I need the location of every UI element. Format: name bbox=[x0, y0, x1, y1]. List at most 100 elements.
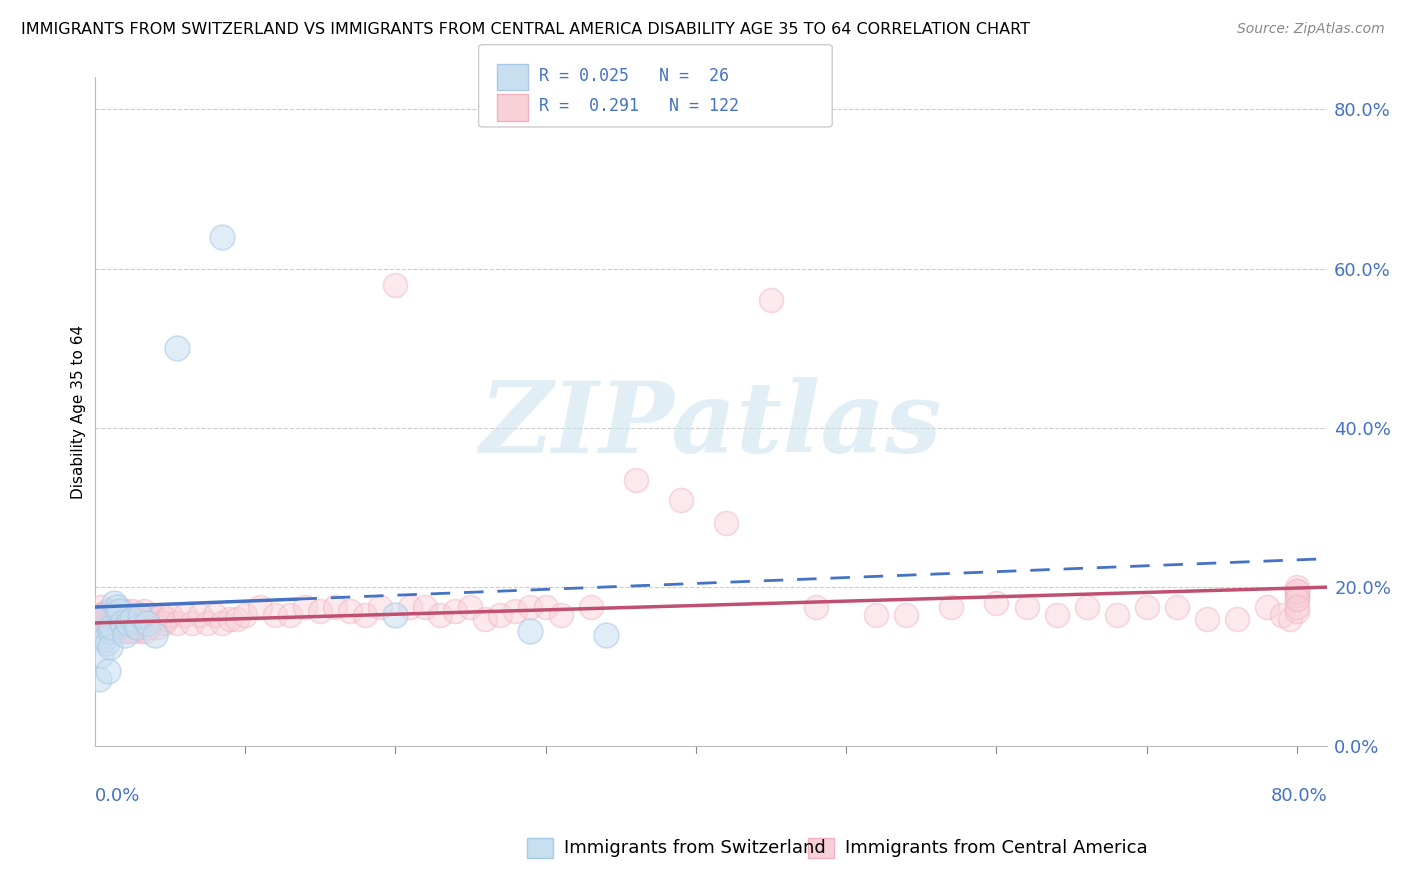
Point bbox=[91, 628, 114, 642]
Point bbox=[143, 612, 166, 626]
Point bbox=[128, 624, 150, 638]
Point bbox=[384, 607, 406, 622]
Point bbox=[188, 607, 211, 622]
Point bbox=[87, 615, 110, 630]
Point bbox=[339, 604, 361, 618]
Point bbox=[117, 615, 139, 630]
Point bbox=[226, 612, 249, 626]
Point bbox=[759, 293, 782, 308]
Point bbox=[156, 612, 179, 626]
Point bbox=[896, 607, 918, 622]
Point bbox=[233, 607, 256, 622]
Point bbox=[107, 604, 129, 618]
Text: R =  0.291   N = 122: R = 0.291 N = 122 bbox=[538, 97, 740, 115]
Point bbox=[714, 516, 737, 531]
Point bbox=[505, 604, 527, 618]
Point bbox=[249, 600, 271, 615]
Point bbox=[534, 600, 557, 615]
Point bbox=[1045, 607, 1067, 622]
Point bbox=[159, 607, 181, 622]
Point bbox=[204, 607, 226, 622]
Point bbox=[1286, 604, 1309, 618]
Point bbox=[91, 612, 114, 626]
Point bbox=[669, 492, 692, 507]
Point bbox=[173, 607, 195, 622]
Point bbox=[104, 624, 127, 638]
Point bbox=[125, 620, 148, 634]
Point bbox=[579, 600, 602, 615]
Point bbox=[1286, 600, 1309, 615]
Point bbox=[1226, 612, 1249, 626]
Point bbox=[124, 612, 146, 626]
Point bbox=[595, 628, 617, 642]
Point bbox=[105, 607, 128, 622]
Point bbox=[138, 620, 160, 634]
Point bbox=[111, 620, 134, 634]
Point bbox=[112, 615, 135, 630]
Point bbox=[122, 624, 145, 638]
Point bbox=[103, 596, 125, 610]
Point bbox=[118, 620, 141, 634]
Point bbox=[103, 615, 125, 630]
Text: Immigrants from Central America: Immigrants from Central America bbox=[845, 839, 1147, 857]
Point bbox=[399, 600, 422, 615]
Text: Immigrants from Switzerland: Immigrants from Switzerland bbox=[564, 839, 825, 857]
Point bbox=[181, 615, 204, 630]
Point bbox=[115, 607, 138, 622]
Point bbox=[121, 612, 143, 626]
Point bbox=[117, 607, 139, 622]
Point bbox=[1195, 612, 1218, 626]
Point bbox=[131, 615, 153, 630]
Point bbox=[444, 604, 467, 618]
Point bbox=[1076, 600, 1098, 615]
Point bbox=[550, 607, 572, 622]
Point bbox=[460, 600, 482, 615]
Point bbox=[98, 615, 121, 630]
Point bbox=[136, 607, 159, 622]
Point bbox=[93, 620, 115, 634]
Point bbox=[105, 620, 128, 634]
Point bbox=[413, 600, 436, 615]
Point bbox=[149, 607, 172, 622]
Point bbox=[429, 607, 451, 622]
Point bbox=[1105, 607, 1128, 622]
Point bbox=[1271, 607, 1294, 622]
Point bbox=[166, 615, 188, 630]
Point bbox=[135, 624, 157, 638]
Point bbox=[105, 600, 128, 615]
Point bbox=[1286, 588, 1309, 602]
Point bbox=[134, 604, 156, 618]
Point bbox=[107, 604, 129, 618]
Point bbox=[474, 612, 496, 626]
Point bbox=[1286, 584, 1309, 599]
Point bbox=[146, 620, 169, 634]
Point bbox=[136, 615, 159, 630]
Point bbox=[152, 615, 174, 630]
Point bbox=[384, 277, 406, 292]
Point bbox=[111, 607, 134, 622]
Text: IMMIGRANTS FROM SWITZERLAND VS IMMIGRANTS FROM CENTRAL AMERICA DISABILITY AGE 35: IMMIGRANTS FROM SWITZERLAND VS IMMIGRANT… bbox=[21, 22, 1031, 37]
Point bbox=[195, 615, 218, 630]
Point bbox=[94, 632, 117, 646]
Point bbox=[211, 615, 233, 630]
Point bbox=[986, 596, 1008, 610]
Point bbox=[624, 473, 647, 487]
Point bbox=[1256, 600, 1278, 615]
Point bbox=[108, 624, 131, 638]
Point bbox=[519, 600, 541, 615]
Point bbox=[1166, 600, 1188, 615]
Point bbox=[264, 607, 287, 622]
Point bbox=[1136, 600, 1159, 615]
Point bbox=[1286, 580, 1309, 594]
Point bbox=[114, 604, 136, 618]
Text: 80.0%: 80.0% bbox=[1271, 787, 1327, 805]
Point bbox=[96, 636, 118, 650]
Point bbox=[1015, 600, 1038, 615]
Point bbox=[218, 612, 240, 626]
Y-axis label: Disability Age 35 to 64: Disability Age 35 to 64 bbox=[72, 325, 86, 499]
Point bbox=[166, 341, 188, 355]
Point bbox=[93, 607, 115, 622]
Point bbox=[94, 615, 117, 630]
Point bbox=[115, 615, 138, 630]
Point bbox=[97, 664, 120, 678]
